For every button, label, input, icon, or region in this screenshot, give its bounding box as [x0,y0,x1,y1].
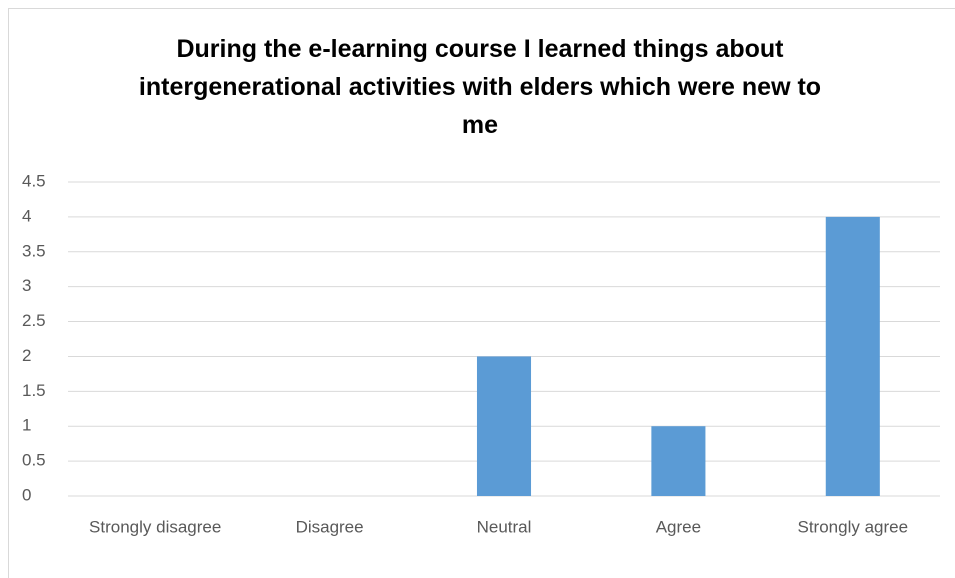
y-tick-label: 4.5 [22,171,46,190]
x-tick-label: Disagree [296,517,364,536]
y-tick-label: 0.5 [22,451,46,470]
y-tick-label: 1.5 [22,381,46,400]
chart-border [8,8,955,578]
y-tick-label: 3.5 [22,241,46,260]
y-tick-label: 3 [22,276,31,295]
y-tick-label: 1 [22,416,31,435]
bar [476,356,532,496]
bar [825,216,880,496]
x-tick-label: Strongly agree [798,517,909,536]
bar [651,426,706,496]
y-tick-label: 4 [22,206,31,225]
y-tick-label: 0 [22,485,31,504]
y-tick-label: 2.5 [22,311,46,330]
x-tick-label: Strongly disagree [89,517,221,536]
x-tick-label: Neutral [477,517,532,536]
x-tick-label: Agree [656,517,701,536]
chart-title: During the e-learning course I learned t… [138,35,822,139]
y-tick-label: 2 [22,346,31,365]
